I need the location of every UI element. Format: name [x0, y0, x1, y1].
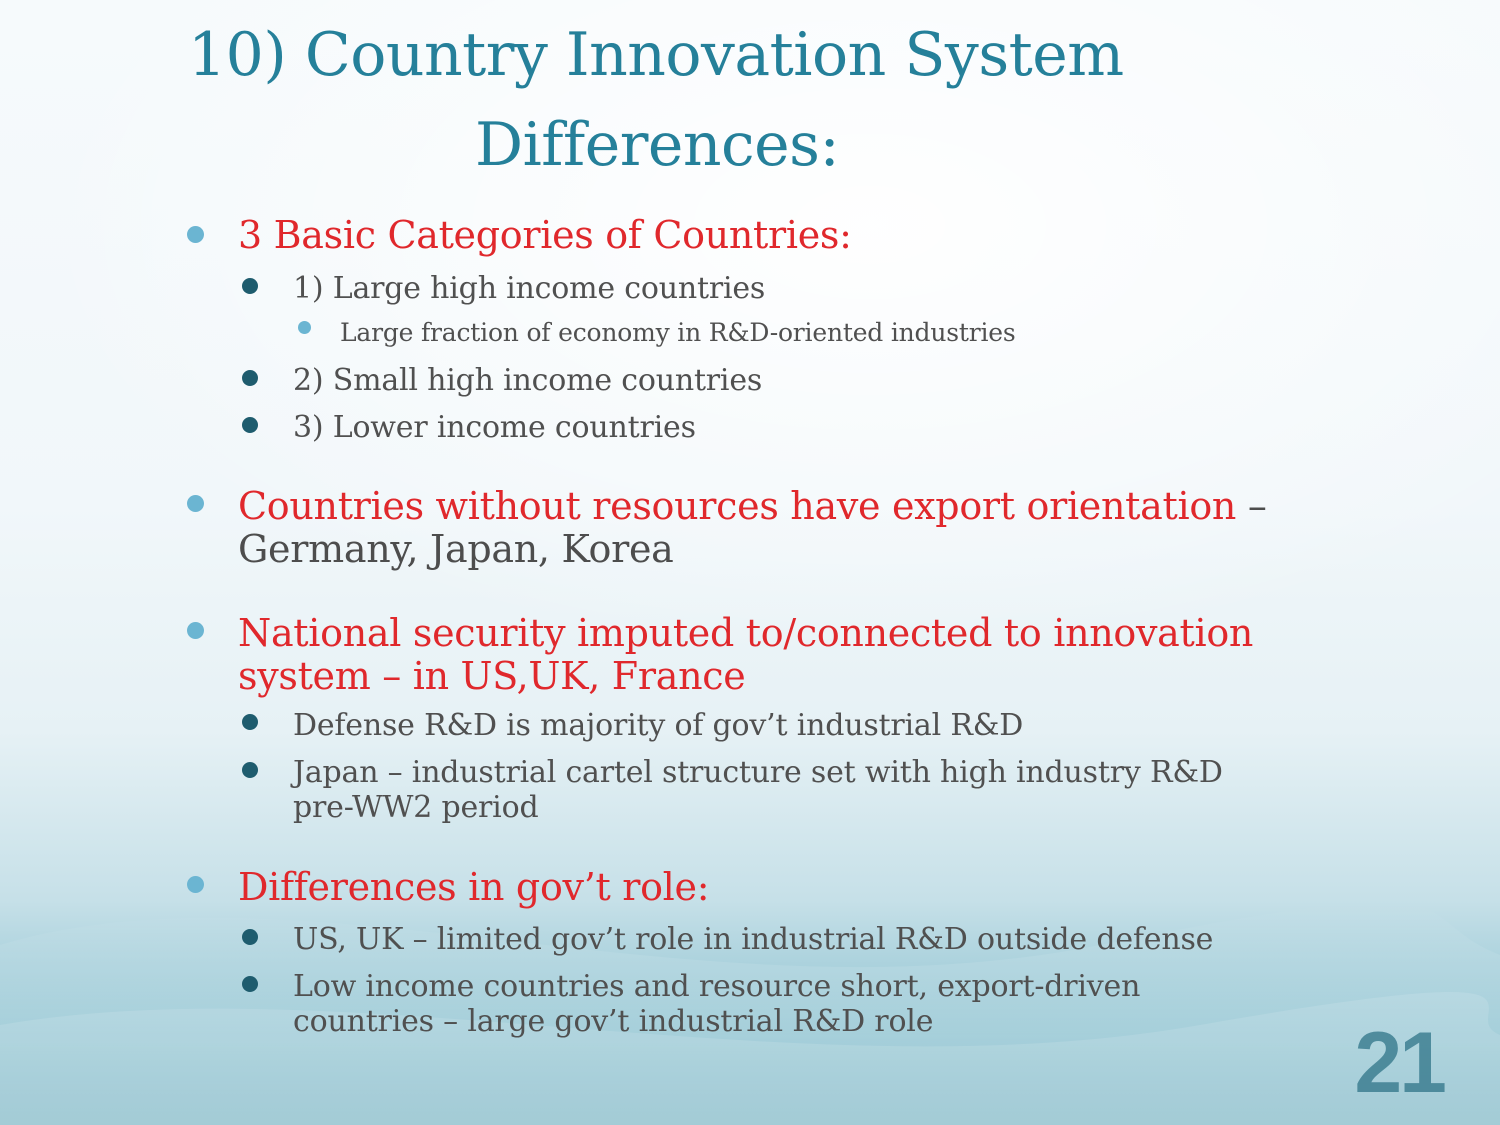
bullet-cat3: 3) Lower income countries — [293, 410, 696, 445]
slide-title-line1: 10) Country Innovation System — [188, 20, 1124, 90]
bullet-dot-icon — [187, 495, 204, 512]
bullet-cat2: 2) Small high income countries — [293, 363, 763, 398]
bullet-low-income-line2: countries – large gov’t industrial R&D r… — [293, 1004, 934, 1039]
bullet-defense: Defense R&D is majority of gov’t industr… — [293, 708, 1024, 743]
bullet-export-emphasis: Countries without resources have export … — [238, 484, 1237, 528]
page-number: 21 — [1354, 1015, 1447, 1111]
bullet-dot-icon — [242, 417, 258, 433]
bullet-govrole: Differences in gov’t role: — [238, 865, 710, 909]
bullet-export-line2: Germany, Japan, Korea — [238, 527, 674, 571]
bullet-japan-line2: pre-WW2 period — [293, 790, 539, 825]
slide-title: 10) Country Innovation System Difference… — [188, 10, 1288, 190]
bullet-cat1: 1) Large high income countries — [293, 271, 766, 306]
slide-title-line2: Differences: — [475, 110, 840, 180]
bullet-export-dash: – — [1236, 484, 1267, 528]
bullet-dot-icon — [242, 278, 258, 294]
bullet-security-line2: system – in US,UK, France — [238, 654, 746, 698]
bullet-dot-icon — [242, 762, 258, 778]
bullet-dot-icon — [187, 876, 204, 893]
bullet-dot-icon — [242, 976, 258, 992]
bullet-japan-line1: Japan – industrial cartel structure set … — [293, 755, 1223, 790]
bullet-cat1-sub: Large fraction of economy in R&D-oriente… — [340, 318, 1016, 347]
bullet-dot-icon — [242, 929, 258, 945]
bullet-dot-icon — [187, 226, 204, 243]
bullet-us-uk: US, UK – limited gov’t role in industria… — [293, 922, 1214, 957]
bullet-categories: 3 Basic Categories of Countries: — [238, 213, 852, 257]
bullet-dot-icon — [242, 714, 258, 730]
bullet-export: Countries without resources have export … — [238, 485, 1267, 528]
bullet-low-income-line1: Low income countries and resource short,… — [293, 969, 1141, 1004]
background-wave — [0, 902, 1500, 1125]
bullet-dot-icon — [242, 370, 258, 386]
bullet-security-line1: National security imputed to/connected t… — [238, 611, 1254, 655]
bullet-dot-icon — [187, 622, 204, 639]
bullet-dot-icon — [298, 321, 311, 334]
